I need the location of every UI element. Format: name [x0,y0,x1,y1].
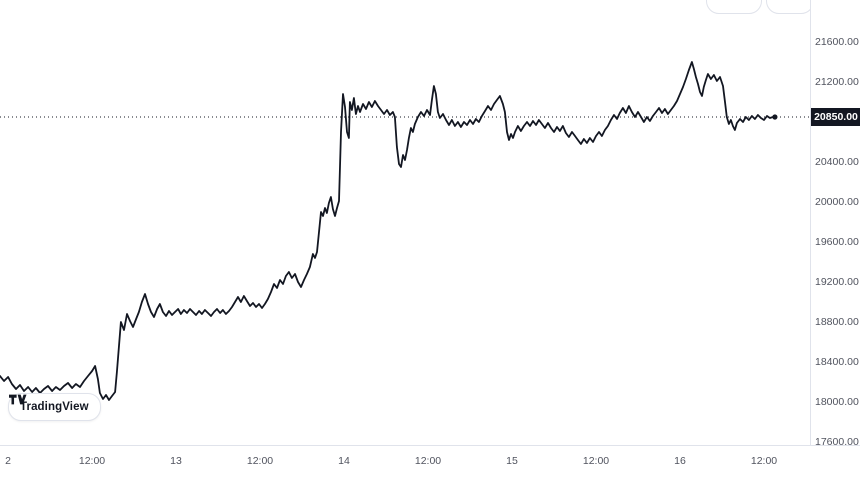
time-tick-label: 12:00 [750,455,778,467]
time-axis[interactable]: 2 12:00 13 12:00 14 12:00 15 12:00 16 12:00 [0,445,860,480]
price-tick-label: 18400.00 [815,356,859,368]
price-line-series [0,61,776,401]
toolbar-pill-button-left[interactable] [706,0,762,14]
time-tick-label: 16 [674,455,686,467]
last-price-label: 20850.00 [811,108,860,126]
tradingview-logo-text: TradingView [20,401,89,413]
price-tick-label: 21600.00 [815,36,859,48]
chart-canvas[interactable]: TradingView [0,0,810,445]
toolbar-pill-button-right[interactable] [766,0,814,14]
time-tick-label: 14 [338,455,350,467]
time-tick-label: 15 [506,455,518,467]
tradingview-logo-badge[interactable]: TradingView [8,393,101,421]
time-tick-label: 12:00 [582,455,610,467]
time-tick-label: 12:00 [414,455,442,467]
time-tick-label: 2 [5,455,11,467]
price-tick-label: 20400.00 [815,156,859,168]
time-tick-label: 13 [170,455,182,467]
price-tick-label: 19200.00 [815,276,859,288]
last-price-marker [772,114,778,120]
price-axis[interactable]: 20850.00 21600.00 21200.00 20400.00 20000.0… [810,0,860,448]
time-tick-label: 12:00 [78,455,106,467]
time-tick-label: 12:00 [246,455,274,467]
price-line-svg [0,61,810,401]
tradingview-logo-icon [9,394,27,405]
price-tick-label: 20000.00 [815,196,859,208]
price-tick-label: 18000.00 [815,396,859,408]
price-tick-label: 21200.00 [815,76,859,88]
price-tick-label: 18800.00 [815,316,859,328]
price-tick-label: 19600.00 [815,236,859,248]
